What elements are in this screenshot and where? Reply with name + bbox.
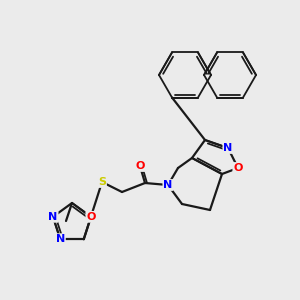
Text: O: O bbox=[86, 212, 96, 222]
Text: S: S bbox=[98, 177, 106, 187]
Text: N: N bbox=[164, 180, 172, 190]
Text: O: O bbox=[135, 161, 145, 171]
Text: O: O bbox=[233, 163, 243, 173]
Text: N: N bbox=[56, 234, 65, 244]
Text: N: N bbox=[224, 143, 232, 153]
Text: N: N bbox=[48, 212, 58, 222]
